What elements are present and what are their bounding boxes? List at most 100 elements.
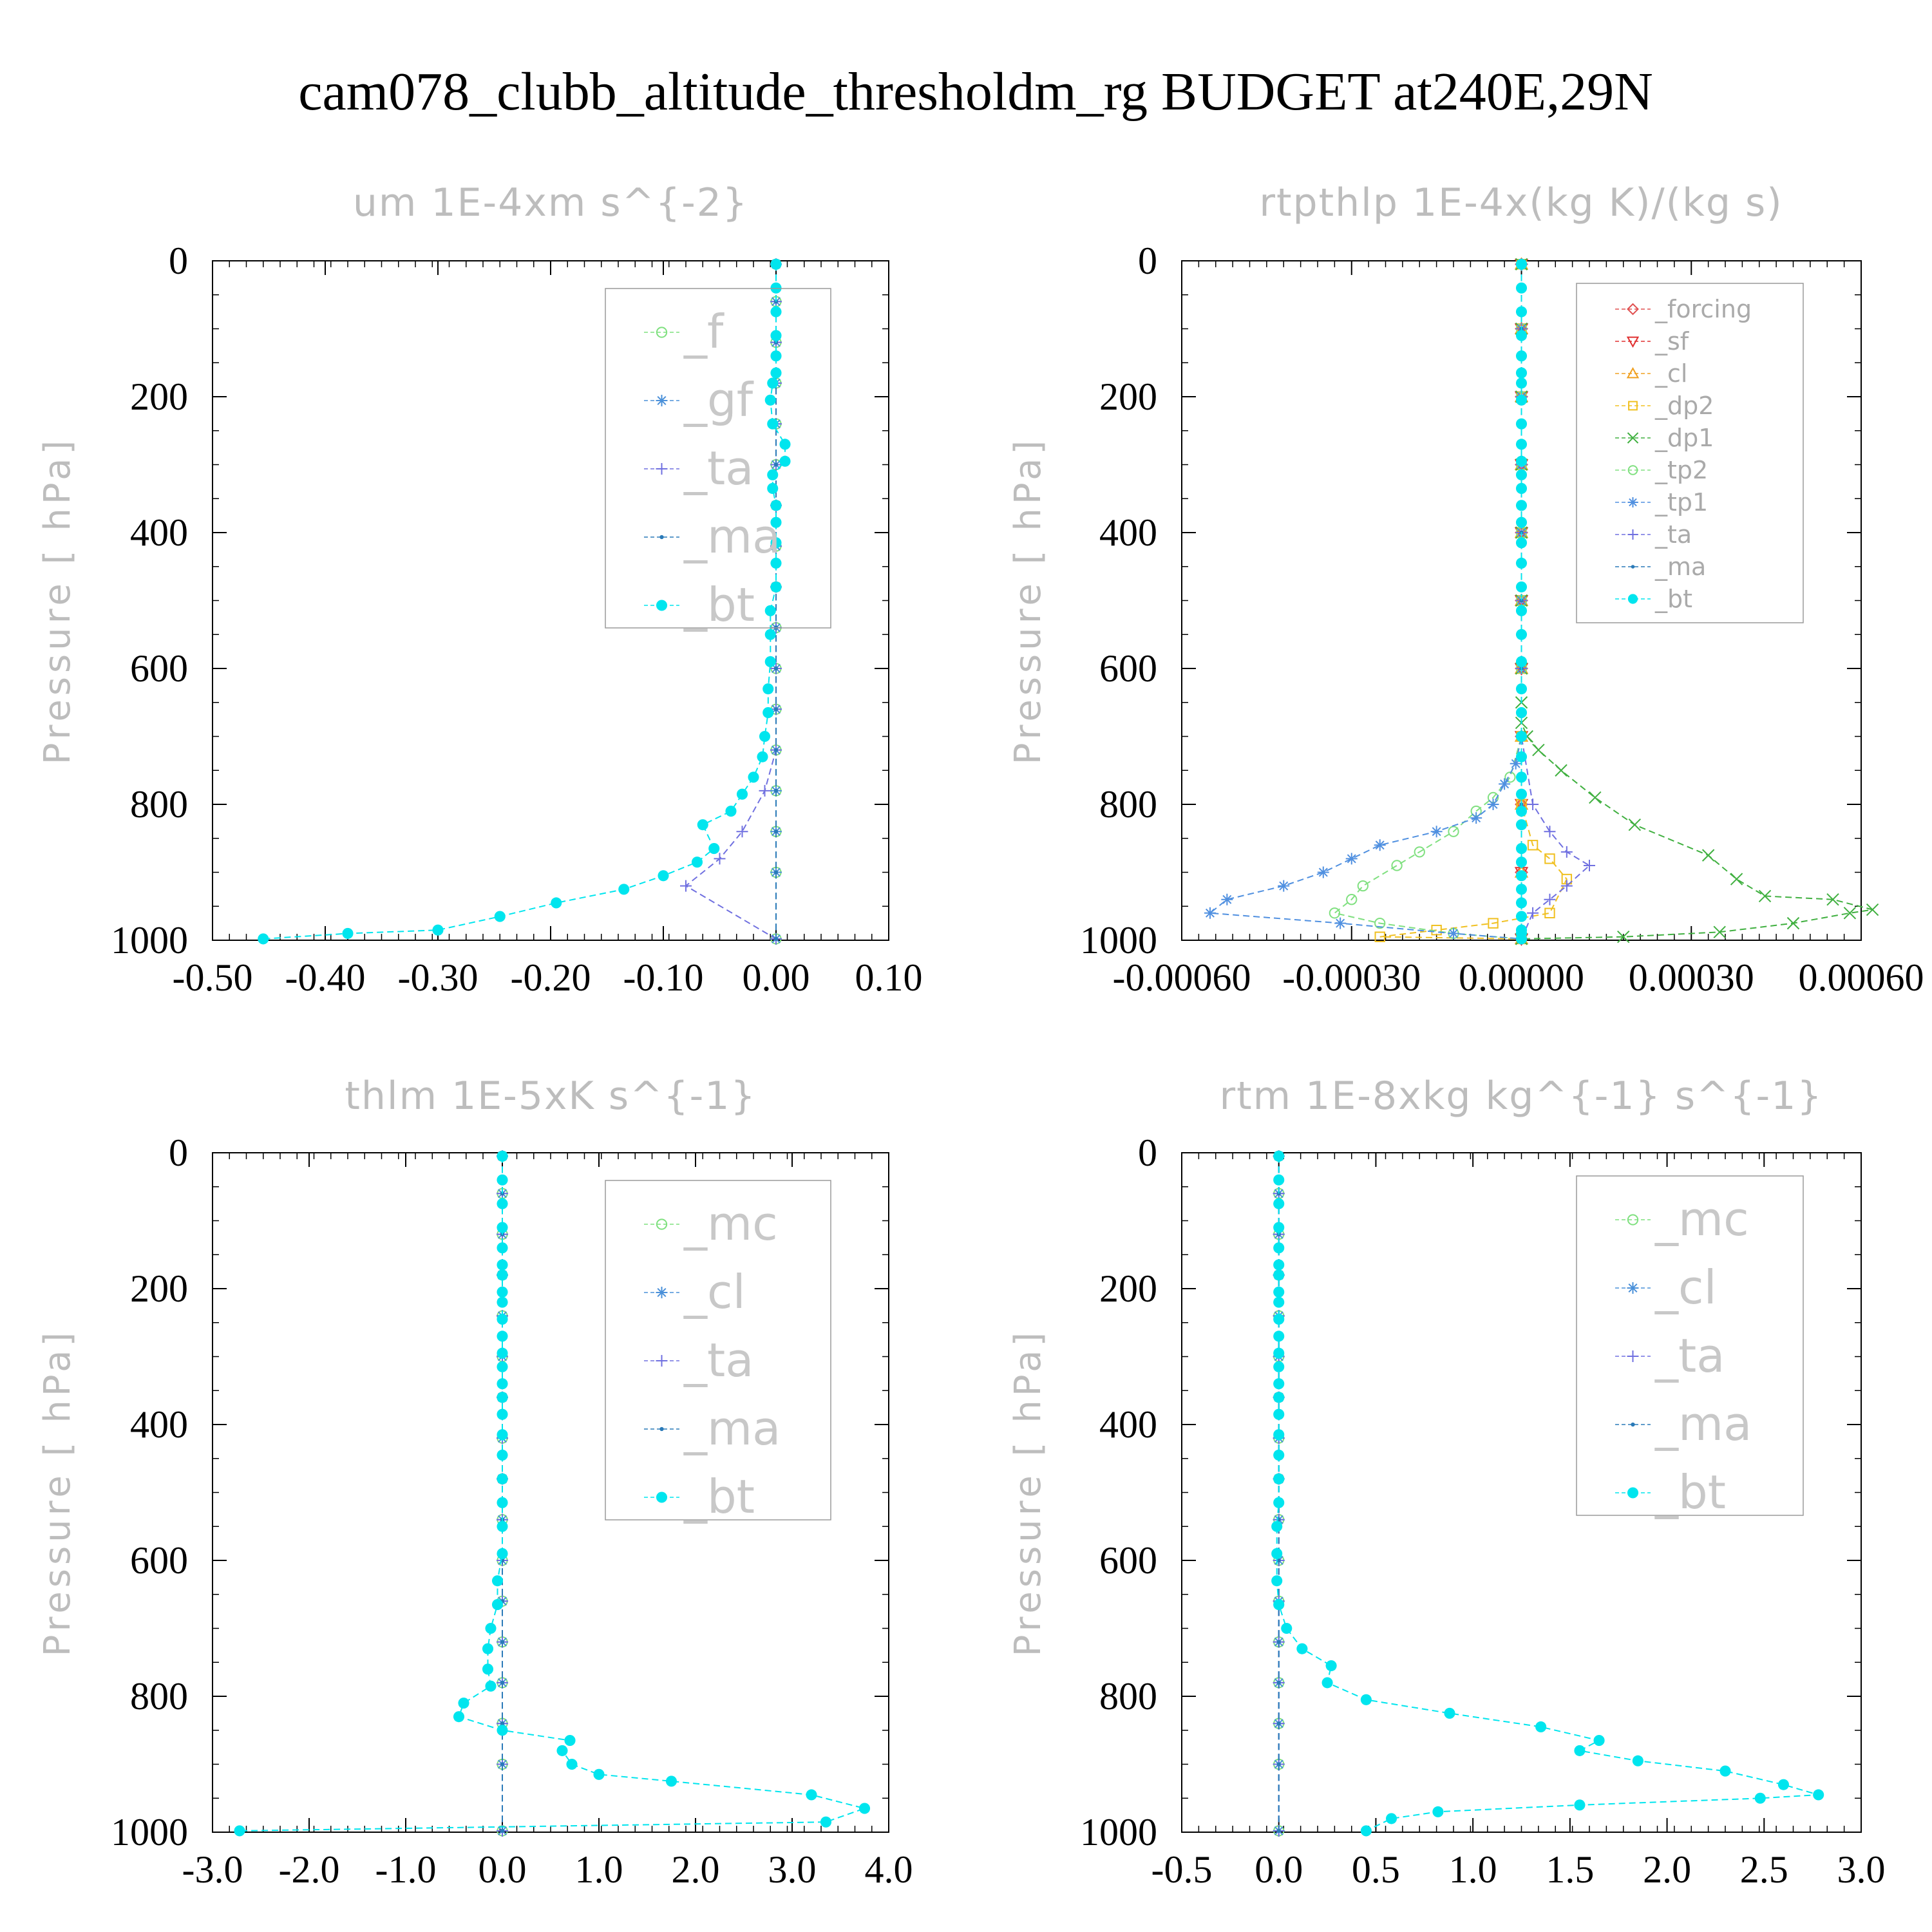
data-point [708, 843, 720, 855]
data-point [1843, 907, 1857, 920]
data-point [1273, 1378, 1285, 1390]
series_bt [1271, 1150, 1824, 1837]
legend-label: _dp1 [1654, 424, 1714, 452]
data-point [767, 469, 779, 480]
data-point [1758, 889, 1772, 903]
data-point [770, 500, 782, 511]
data-point [725, 806, 737, 817]
data-point [497, 1429, 508, 1441]
y-tick-label: 200 [1099, 1267, 1157, 1310]
y-tick-label: 0 [169, 240, 188, 282]
legend-label: _ma [683, 509, 781, 564]
data-point [1593, 1735, 1605, 1747]
legend-label: _bt [683, 1470, 755, 1524]
data-point [1515, 806, 1528, 817]
data-point [770, 282, 782, 294]
data-point [1273, 1242, 1285, 1254]
data-point [1510, 757, 1522, 770]
data-point [497, 1259, 508, 1271]
legend-marker [656, 395, 668, 406]
data-point [1527, 907, 1539, 919]
data-point [497, 1449, 508, 1461]
data-point [1544, 853, 1555, 864]
series_ma [773, 262, 779, 942]
x-tick-label: 1.5 [1546, 1848, 1594, 1891]
data-point [1296, 1643, 1308, 1654]
data-point [1273, 1497, 1285, 1508]
data-point [497, 1497, 508, 1508]
y-tick-label: 400 [130, 1403, 188, 1446]
data-point [1574, 1745, 1586, 1756]
data-point [497, 1296, 508, 1308]
data-point [1515, 537, 1528, 549]
legend-marker [1627, 1487, 1639, 1499]
data-point [762, 683, 774, 695]
data-point [1515, 656, 1528, 667]
y-tick-label: 800 [130, 783, 188, 826]
x-tick-label: -0.00060 [1113, 956, 1251, 999]
data-point [1515, 707, 1528, 719]
plot-frame [212, 1152, 889, 1833]
y-tick-label: 0 [1138, 240, 1157, 282]
data-point [482, 1643, 494, 1654]
series-line [1379, 264, 1567, 940]
data-point [1329, 907, 1341, 919]
legend-marker [656, 1287, 668, 1298]
data-point [500, 1828, 505, 1833]
panel-thlm: thlm 1E-5xK s^{-1} Pressure [ hPa] -3.0 -2.… [37, 1074, 913, 1891]
data-point [1574, 1799, 1586, 1811]
legend-label: _bt [1654, 585, 1692, 613]
legend: _forcing _sf _cl _dp2 _dp1 _tp2 _tp1 _ta _ma _bt [1576, 283, 1804, 623]
data-point [618, 884, 630, 895]
y-tick-label: 800 [1099, 1675, 1157, 1718]
y-tick-label: 200 [130, 375, 188, 418]
data-point [432, 924, 444, 936]
data-point [1515, 418, 1528, 430]
data-point [1499, 778, 1511, 790]
data-point [497, 1198, 508, 1209]
data-point [1273, 1449, 1285, 1461]
legend-label: _cl [1654, 359, 1687, 388]
data-point [820, 1816, 832, 1828]
data-point [714, 853, 726, 865]
series_tp1 [1204, 258, 1528, 945]
data-point [497, 1473, 508, 1484]
x-tick-label: 2.5 [1740, 1848, 1788, 1891]
y-tick-label: 600 [1099, 1539, 1157, 1582]
data-point [1515, 469, 1528, 480]
data-point [482, 1663, 494, 1675]
series_bt [234, 1150, 871, 1837]
data-point [1535, 1721, 1547, 1733]
data-point [234, 1825, 245, 1837]
data-point [1589, 791, 1602, 804]
panel-title: rtm 1E-8xkg kg^{-1} s^{-1} [1219, 1074, 1823, 1119]
data-point [773, 707, 779, 712]
data-point [1515, 772, 1528, 783]
data-point [1273, 1174, 1285, 1186]
data-point [767, 482, 779, 494]
data-point [1276, 1721, 1281, 1726]
y-tick-label: 800 [1099, 783, 1157, 826]
x-tick-label: 0.0 [478, 1848, 527, 1891]
data-point [1813, 1789, 1824, 1801]
data-point [258, 933, 269, 945]
data-point [1786, 916, 1800, 930]
data-point [1487, 799, 1499, 810]
data-point [1532, 743, 1545, 757]
series-line [263, 264, 786, 940]
y-tick-label: 400 [130, 511, 188, 554]
data-point [770, 557, 782, 569]
data-point [767, 418, 779, 430]
data-point [1278, 880, 1290, 892]
data-point [1515, 730, 1528, 743]
x-tick-label: -1.0 [375, 1848, 437, 1891]
data-point [500, 1680, 505, 1685]
data-point [1273, 1259, 1285, 1271]
legend: _mc _cl _ta _ma _bt [605, 1180, 831, 1524]
x-tick-label: 0.00030 [1629, 956, 1754, 999]
data-point [1346, 894, 1358, 905]
y-tick-label: 600 [130, 647, 188, 690]
data-point [1515, 683, 1528, 695]
data-point [1826, 893, 1839, 906]
legend-label: _bt [683, 578, 755, 632]
